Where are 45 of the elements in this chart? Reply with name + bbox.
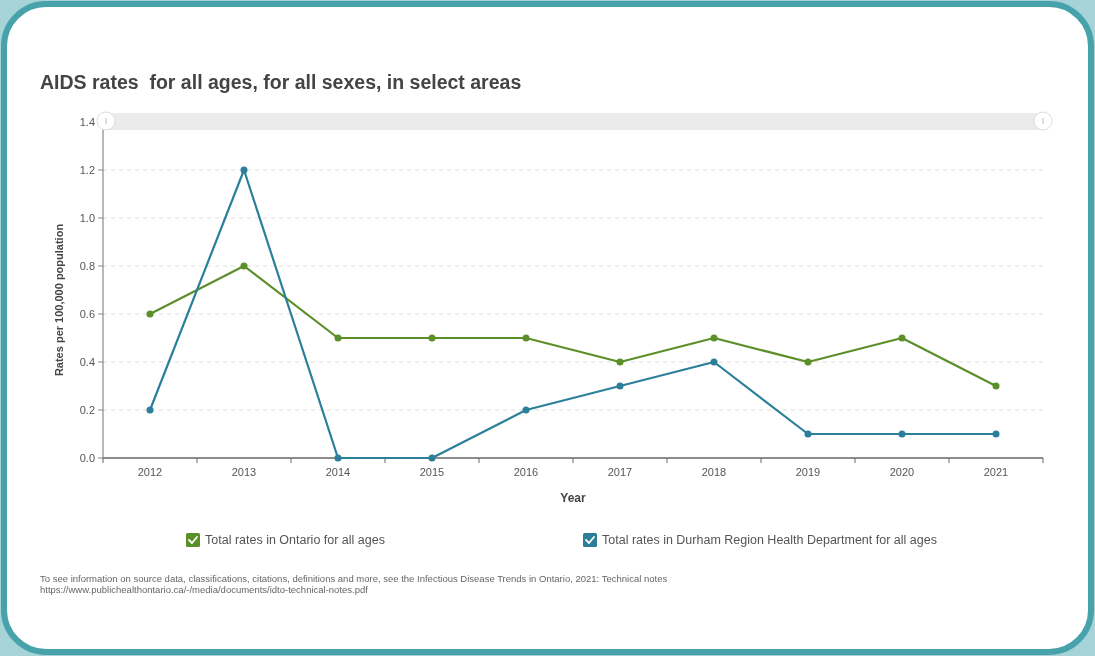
point: [146, 406, 154, 414]
x-tick-label: 2012: [137, 466, 163, 478]
x-tick-label: 2014: [325, 466, 351, 478]
point: [992, 382, 1000, 390]
x-axis-title: Year: [560, 491, 587, 505]
y-tick-label: 1.2: [79, 163, 95, 176]
point: [710, 334, 718, 342]
point: [428, 454, 436, 462]
point: [898, 430, 906, 438]
x-tick-label: 2016: [513, 466, 539, 478]
y-tick-label: 0.0: [79, 451, 95, 464]
y-tick-label: 0.6: [79, 307, 95, 320]
y-tick-label: 0.4: [79, 355, 95, 368]
x-tick-label: 2015: [419, 466, 445, 478]
point: [522, 334, 530, 342]
y-tick-label: 1.4: [79, 115, 95, 128]
x-tick-label: 2020: [889, 466, 915, 478]
point: [428, 334, 436, 342]
point: [334, 334, 342, 342]
y-tick-label: 1.0: [79, 211, 95, 224]
point: [146, 310, 154, 318]
text: https://www.publichealthontario.ca/-/media/documents/idto-technical-notes.pdf: [40, 584, 369, 595]
point: [898, 334, 906, 342]
x-tick-label: 2019: [795, 466, 821, 478]
point: [992, 430, 1000, 438]
y-tick-label: 0.8: [79, 259, 95, 272]
y-axis-title: Rates per 100,000 population: [53, 223, 65, 377]
point: [710, 358, 718, 366]
point: [240, 166, 248, 174]
point: [522, 406, 530, 414]
point: [804, 430, 812, 438]
chart-title: AIDS rates for all ages, for all sexes, in select areas: [40, 71, 522, 93]
x-tick-label: 2021: [983, 466, 1009, 478]
point: [240, 262, 248, 270]
x-tick-label: 2017: [607, 466, 633, 478]
x-tick-label: 2013: [231, 466, 257, 478]
y-tick-label: 0.2: [79, 403, 95, 416]
point: [334, 454, 342, 462]
point: [616, 382, 624, 390]
text: To see information on source data, classifications, citations, definitions and more, see the Infectious Disease Trends in Ontario, 2021: Technical notes: [40, 573, 668, 584]
x-tick-label: 2018: [701, 466, 727, 478]
legend-label: Total rates in Durham Region Health Department for all ages: [602, 533, 937, 548]
point: [616, 358, 624, 366]
legend-label: Total rates in Ontario for all ages: [205, 533, 385, 548]
point: [804, 358, 812, 366]
